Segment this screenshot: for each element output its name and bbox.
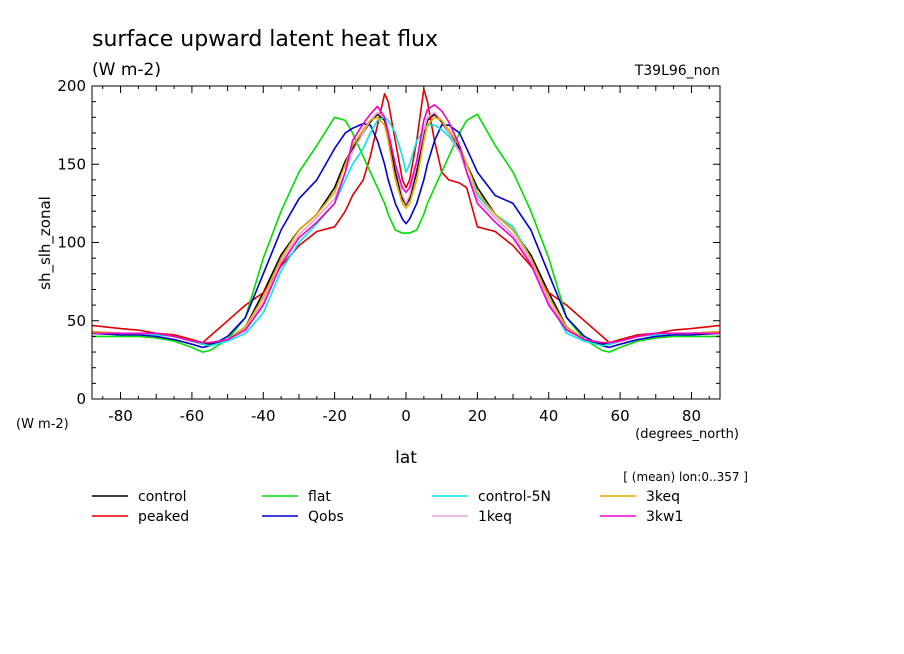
legend-label-control: control [138,489,187,505]
mean-note: [ (mean) lon:0..357 ] [623,470,748,484]
legend-label-1keq: 1keq [478,509,512,525]
series-line-1keq [91,111,721,344]
chart-title: surface upward latent heat flux [92,27,438,52]
y-axis-units: (W m-2) [16,417,69,432]
x-tick-label: 20 [468,407,487,425]
x-tick-label: -80 [108,407,133,425]
legend-label-3kw1: 3kw1 [646,509,683,525]
x-tick-label: -20 [322,407,347,425]
y-tick-label: 200 [57,77,86,95]
legend: control flat control-5N 3keq peaked Qobs 1keq 3… [92,489,683,525]
x-axis-label: lat [395,448,417,468]
series-line-3kw1 [92,104,720,344]
axis-ticks: -80 -60 -40 -20 0 20 40 60 80 0 50 100 150 200 [57,77,720,425]
legend-label-qobs: Qobs [308,509,344,525]
experiment-label: T39L96_non [634,63,720,79]
chart-subtitle: (W m-2) [92,60,161,80]
plot-frame [91,85,721,400]
plot-lines [91,88,721,353]
series-line-qobs [91,122,721,349]
x-tick-label: -40 [251,407,276,425]
legend-label-control-5n: control-5N [478,489,551,505]
x-tick-label: -60 [180,407,205,425]
x-tick-label: 0 [401,407,411,425]
x-tick-label: 80 [682,407,701,425]
series-line-control [91,113,721,346]
series-line-3keq [91,116,721,344]
y-axis-label: sh_slh_zonal [36,196,55,290]
y-tick-label: 50 [67,312,86,330]
series-line-flat [92,113,720,353]
series-line-control-5n [91,116,721,347]
legend-label-3keq: 3keq [646,489,680,505]
x-tick-label: 40 [539,407,558,425]
x-axis-units: (degrees_north) [635,427,739,442]
x-tick-label: 60 [611,407,630,425]
series-line-peaked [91,88,721,344]
y-tick-label: 100 [57,234,86,252]
y-tick-label: 0 [76,390,86,408]
y-tick-label: 150 [57,155,86,173]
legend-label-flat: flat [308,489,331,505]
legend-label-peaked: peaked [138,509,189,525]
